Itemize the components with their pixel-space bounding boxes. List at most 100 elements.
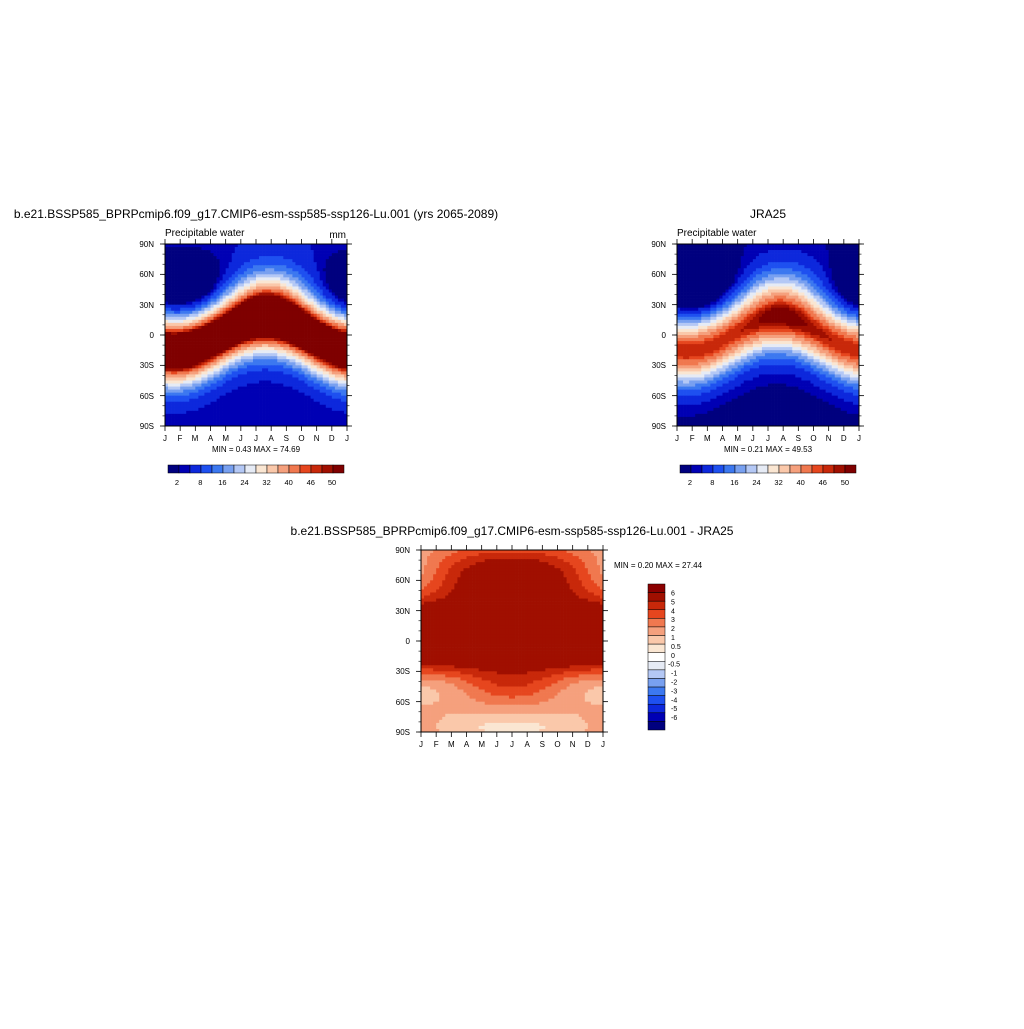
contour-cell [289, 399, 292, 402]
contour-cell [256, 341, 259, 344]
contour-cell [177, 344, 180, 347]
contour-cell [235, 347, 238, 350]
contour-cell [332, 274, 335, 277]
contour-cell [823, 299, 826, 302]
contour-cell [750, 253, 753, 256]
contour-cell [201, 268, 204, 271]
contour-cell [268, 326, 271, 329]
contour-cell [732, 305, 735, 308]
contour-cell [165, 414, 168, 417]
contour-cell [220, 256, 223, 259]
contour-cell [798, 277, 801, 280]
contour-cell [741, 247, 744, 250]
contour-cell [168, 320, 171, 323]
contour-cell [732, 283, 735, 286]
contour-cell [292, 405, 295, 408]
contour-cell [332, 271, 335, 274]
contour-cell [280, 347, 283, 350]
contour-cell [308, 296, 311, 299]
contour-cell [220, 268, 223, 271]
contour-cell [183, 359, 186, 362]
contour-cell [274, 290, 277, 293]
contour-cell [244, 259, 247, 262]
contour-cell [189, 320, 192, 323]
contour-cell [789, 277, 792, 280]
contour-cell [168, 262, 171, 265]
contour-cell [192, 414, 195, 417]
contour-cell [317, 247, 320, 250]
contour-cell [326, 338, 329, 341]
contour-cell [689, 268, 692, 271]
contour-cell [226, 283, 229, 286]
contour-cell [838, 283, 841, 286]
contour-cell [214, 244, 217, 247]
contour-cell [271, 402, 274, 405]
contour-cell [201, 405, 204, 408]
contour-cell [335, 350, 338, 353]
contour-cell [801, 250, 804, 253]
contour-cell [253, 274, 256, 277]
contour-cell [292, 356, 295, 359]
contour-cell [280, 396, 283, 399]
contour-cell [335, 405, 338, 408]
contour-cell [262, 308, 265, 311]
contour-cell [762, 305, 765, 308]
contour-cell [232, 323, 235, 326]
contour-cell [302, 259, 305, 262]
contour-cell [220, 296, 223, 299]
contour-cell [314, 265, 317, 268]
contour-cell [732, 250, 735, 253]
contour-cell [244, 387, 247, 390]
contour-cell [329, 299, 332, 302]
contour-cell [195, 244, 198, 247]
contour-cell [829, 259, 832, 262]
contour-cell [729, 302, 732, 305]
contour-cell [226, 314, 229, 317]
contour-cell [280, 359, 283, 362]
contour-cell [192, 332, 195, 335]
contour-cell [226, 262, 229, 265]
contour-cell [302, 356, 305, 359]
contour-cell [332, 247, 335, 250]
contour-cell [716, 256, 719, 259]
contour-cell [204, 405, 207, 408]
contour-cell [253, 405, 256, 408]
contour-cell [192, 350, 195, 353]
contour-cell [262, 259, 265, 262]
contour-cell [295, 405, 298, 408]
contour-cell [280, 393, 283, 396]
contour-cell [786, 293, 789, 296]
contour-cell [271, 371, 274, 374]
contour-cell [217, 326, 220, 329]
contour-cell [214, 356, 217, 359]
contour-cell [807, 293, 810, 296]
contour-cell [326, 302, 329, 305]
contour-cell [171, 405, 174, 408]
contour-cell [756, 256, 759, 259]
contour-cell [180, 293, 183, 296]
contour-cell [286, 329, 289, 332]
contour-cell [329, 317, 332, 320]
contour-cell [204, 268, 207, 271]
contour-cell [201, 411, 204, 414]
contour-cell [308, 374, 311, 377]
contour-cell [198, 381, 201, 384]
contour-cell [298, 296, 301, 299]
contour-cell [677, 293, 680, 296]
contour-cell [317, 399, 320, 402]
contour-cell [844, 256, 847, 259]
contour-cell [329, 280, 332, 283]
contour-cell [710, 268, 713, 271]
contour-cell [292, 338, 295, 341]
contour-cell [183, 293, 186, 296]
contour-cell [323, 384, 326, 387]
contour-cell [277, 329, 280, 332]
contour-cell [241, 356, 244, 359]
contour-cell [689, 256, 692, 259]
contour-cell [192, 271, 195, 274]
contour-cell [180, 259, 183, 262]
contour-cell [317, 332, 320, 335]
contour-cell [271, 417, 274, 420]
contour-cell [335, 274, 338, 277]
contour-cell [814, 296, 817, 299]
